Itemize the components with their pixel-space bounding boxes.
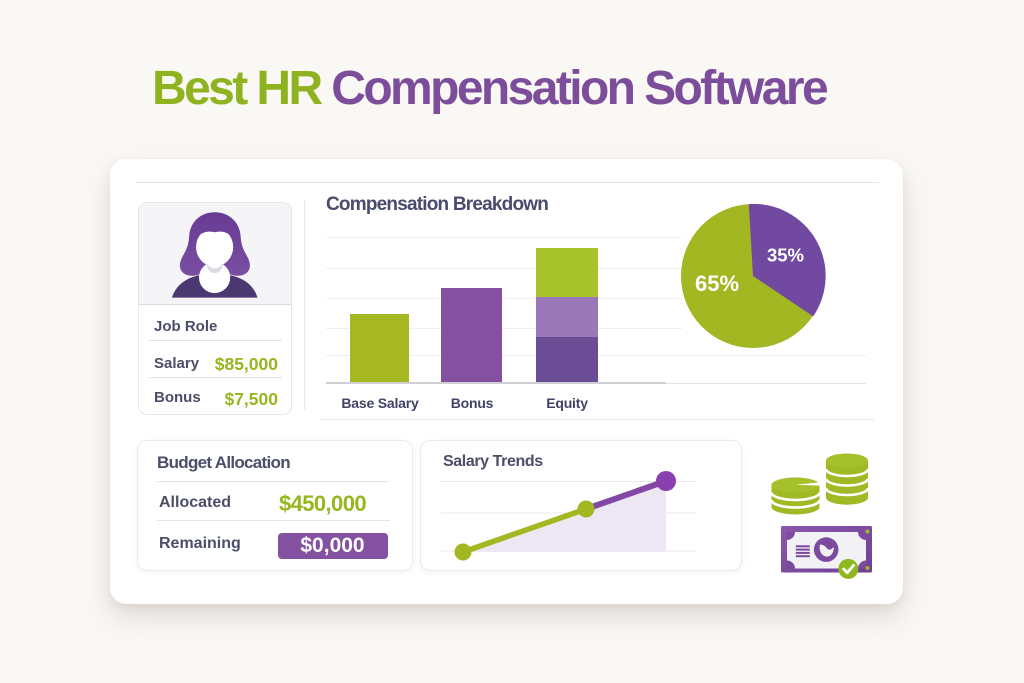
svg-text:35%: 35%: [767, 245, 804, 266]
svg-text:65%: 65%: [695, 271, 739, 296]
